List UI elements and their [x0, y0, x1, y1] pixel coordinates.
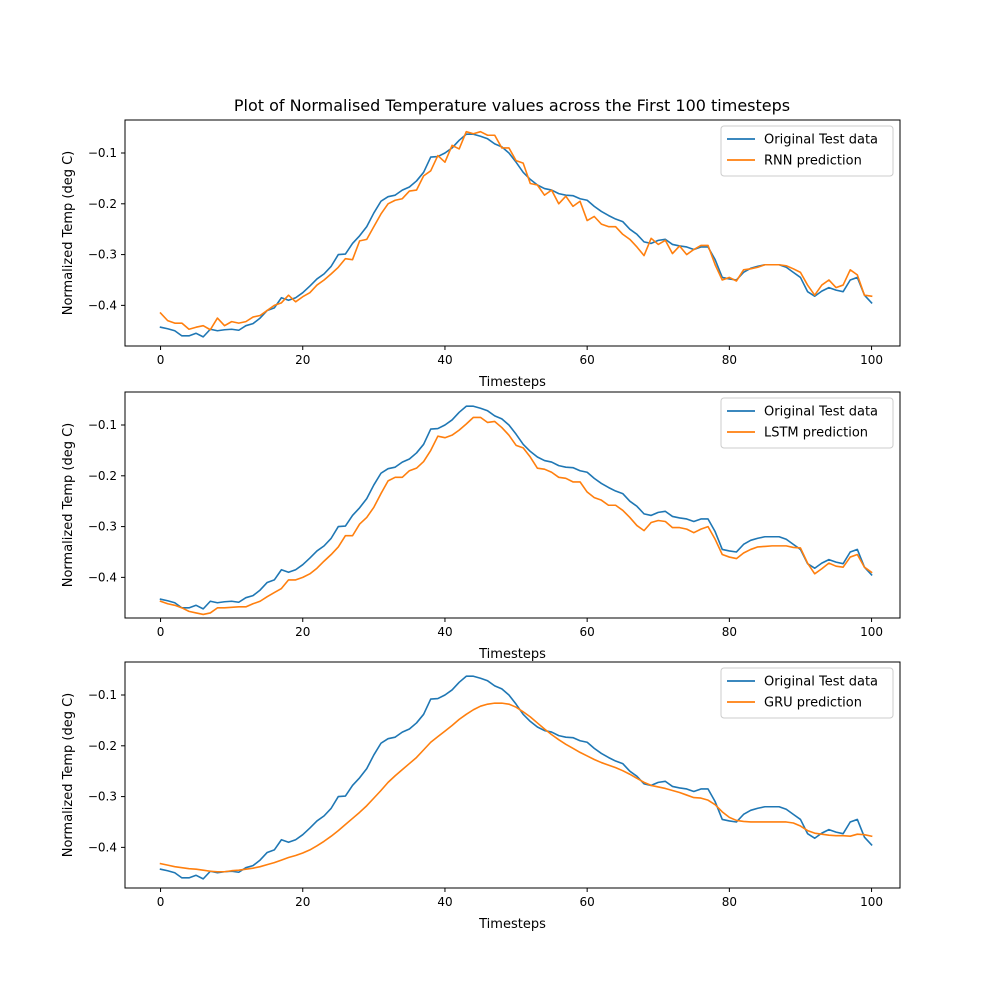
- y-axis-label: Normalized Temp (deg C): [61, 423, 76, 588]
- series-line-prediction: [159, 416, 873, 616]
- x-tick-label: 0: [157, 895, 165, 909]
- subplot-3: 0 20 40 60 80 100 −0.1 −0.2 −0.3 −0.4 Timesteps Nor…: [61, 661, 901, 932]
- y-tick-label: −0.3: [88, 248, 117, 262]
- y-tick-label: −0.4: [88, 298, 117, 312]
- x-tick-label: 40: [437, 895, 452, 909]
- legend-box: [720, 667, 894, 719]
- series-line-prediction: [159, 130, 873, 331]
- axes-frame: [124, 661, 901, 889]
- y-tick-label: −0.4: [88, 840, 117, 854]
- x-axis-label: Timesteps: [478, 917, 546, 932]
- legend-entry: Original Test data: [764, 675, 878, 690]
- x-tick-label: 20: [295, 625, 310, 639]
- y-tick-label: −0.1: [88, 688, 117, 702]
- x-axis-label: Timesteps: [478, 647, 546, 662]
- legend-box: [720, 397, 894, 449]
- axes-frame: [124, 119, 901, 347]
- x-tick-label: 0: [157, 353, 165, 367]
- legend-entry: Original Test data: [764, 133, 878, 148]
- x-tick-label: 60: [580, 895, 595, 909]
- plot-area: [159, 675, 873, 880]
- y-tick-label: −0.1: [88, 146, 117, 160]
- legend: Original Test data LSTM prediction: [720, 397, 894, 449]
- subplot-1: 0 20 40 60 80 100 −0.1 −0.2 −0.3 −0.4 Timesteps Nor…: [61, 119, 901, 390]
- x-tick-label: 20: [295, 895, 310, 909]
- x-tick-label: 60: [580, 353, 595, 367]
- y-tick-label: −0.3: [88, 520, 117, 534]
- x-tick-label: 80: [722, 895, 737, 909]
- legend-entry: RNN prediction: [764, 154, 862, 169]
- series-line-prediction: [159, 702, 873, 873]
- x-tick-label: 40: [437, 353, 452, 367]
- y-tick-label: −0.3: [88, 790, 117, 804]
- y-axis-label: Normalized Temp (deg C): [61, 693, 76, 858]
- axes-frame: [124, 391, 901, 619]
- subplots: 0 20 40 60 80 100 −0.1 −0.2 −0.3 −0.4 Timesteps Nor…: [61, 119, 901, 932]
- plot-area: [159, 130, 873, 338]
- legend: Original Test data GRU prediction: [720, 667, 894, 719]
- x-tick-label: 100: [860, 895, 883, 909]
- x-tick-label: 40: [437, 625, 452, 639]
- y-axis-label: Normalized Temp (deg C): [61, 151, 76, 316]
- x-tick-label: 100: [860, 353, 883, 367]
- x-tick-label: 20: [295, 353, 310, 367]
- x-tick-label: 100: [860, 625, 883, 639]
- x-tick-label: 80: [722, 353, 737, 367]
- x-axis-label: Timesteps: [478, 375, 546, 390]
- figure-title: Plot of Normalised Temperature values ac…: [234, 96, 790, 115]
- x-tick-label: 0: [157, 625, 165, 639]
- legend-entry: LSTM prediction: [764, 426, 868, 441]
- legend-entry: GRU prediction: [764, 696, 862, 711]
- y-tick-label: −0.2: [88, 469, 117, 483]
- y-tick-label: −0.1: [88, 418, 117, 432]
- series-line-original: [159, 405, 873, 610]
- plot-area: [159, 405, 873, 616]
- x-tick-label: 60: [580, 625, 595, 639]
- y-tick-label: −0.2: [88, 197, 117, 211]
- x-tick-label: 80: [722, 625, 737, 639]
- y-tick-label: −0.4: [88, 570, 117, 584]
- subplot-2: 0 20 40 60 80 100 −0.1 −0.2 −0.3 −0.4 Timesteps Nor…: [61, 391, 901, 662]
- legend: Original Test data RNN prediction: [720, 125, 894, 177]
- series-line-original: [159, 675, 873, 880]
- y-tick-label: −0.2: [88, 739, 117, 753]
- legend-box: [720, 125, 894, 177]
- legend-entry: Original Test data: [764, 405, 878, 420]
